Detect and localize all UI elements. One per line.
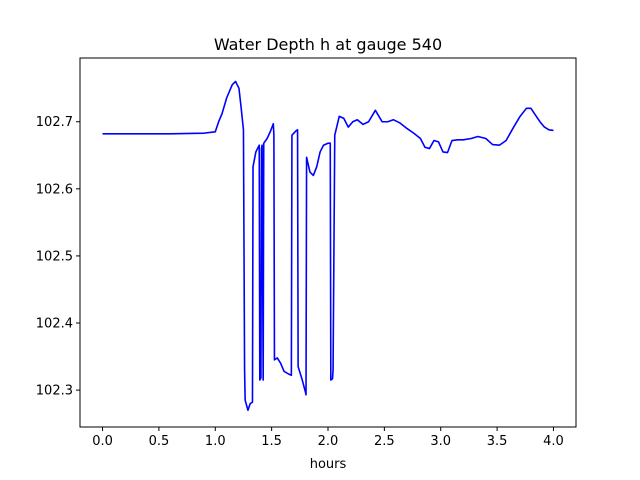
y-tick-label: 102.5 xyxy=(36,249,73,264)
x-tick-label: 2.5 xyxy=(374,434,395,449)
y-tick-label: 102.4 xyxy=(36,317,73,332)
x-tick-label: 1.5 xyxy=(261,434,282,449)
x-tick-label: 3.0 xyxy=(430,434,451,449)
x-tick-label: 4.0 xyxy=(543,434,564,449)
x-tick-label: 3.5 xyxy=(487,434,508,449)
x-tick-label: 0.5 xyxy=(149,434,170,449)
chart-title: Water Depth h at gauge 540 xyxy=(214,35,442,54)
y-tick-label: 102.7 xyxy=(36,115,73,130)
x-tick-label: 1.0 xyxy=(205,434,226,449)
x-axis-label: hours xyxy=(310,457,347,472)
x-axis-ticks: 0.0 0.5 1.0 1.5 2.0 2.5 3.0 3.5 4.0 xyxy=(92,427,564,449)
x-tick-label: 2.0 xyxy=(318,434,339,449)
y-tick-label: 102.3 xyxy=(36,384,73,399)
series-line-0 xyxy=(102,80,554,412)
y-tick-label: 102.6 xyxy=(36,182,73,197)
x-tick-label: 0.0 xyxy=(92,434,113,449)
y-axis-ticks: 102.3 102.4 102.5 102.6 102.7 xyxy=(36,115,80,399)
